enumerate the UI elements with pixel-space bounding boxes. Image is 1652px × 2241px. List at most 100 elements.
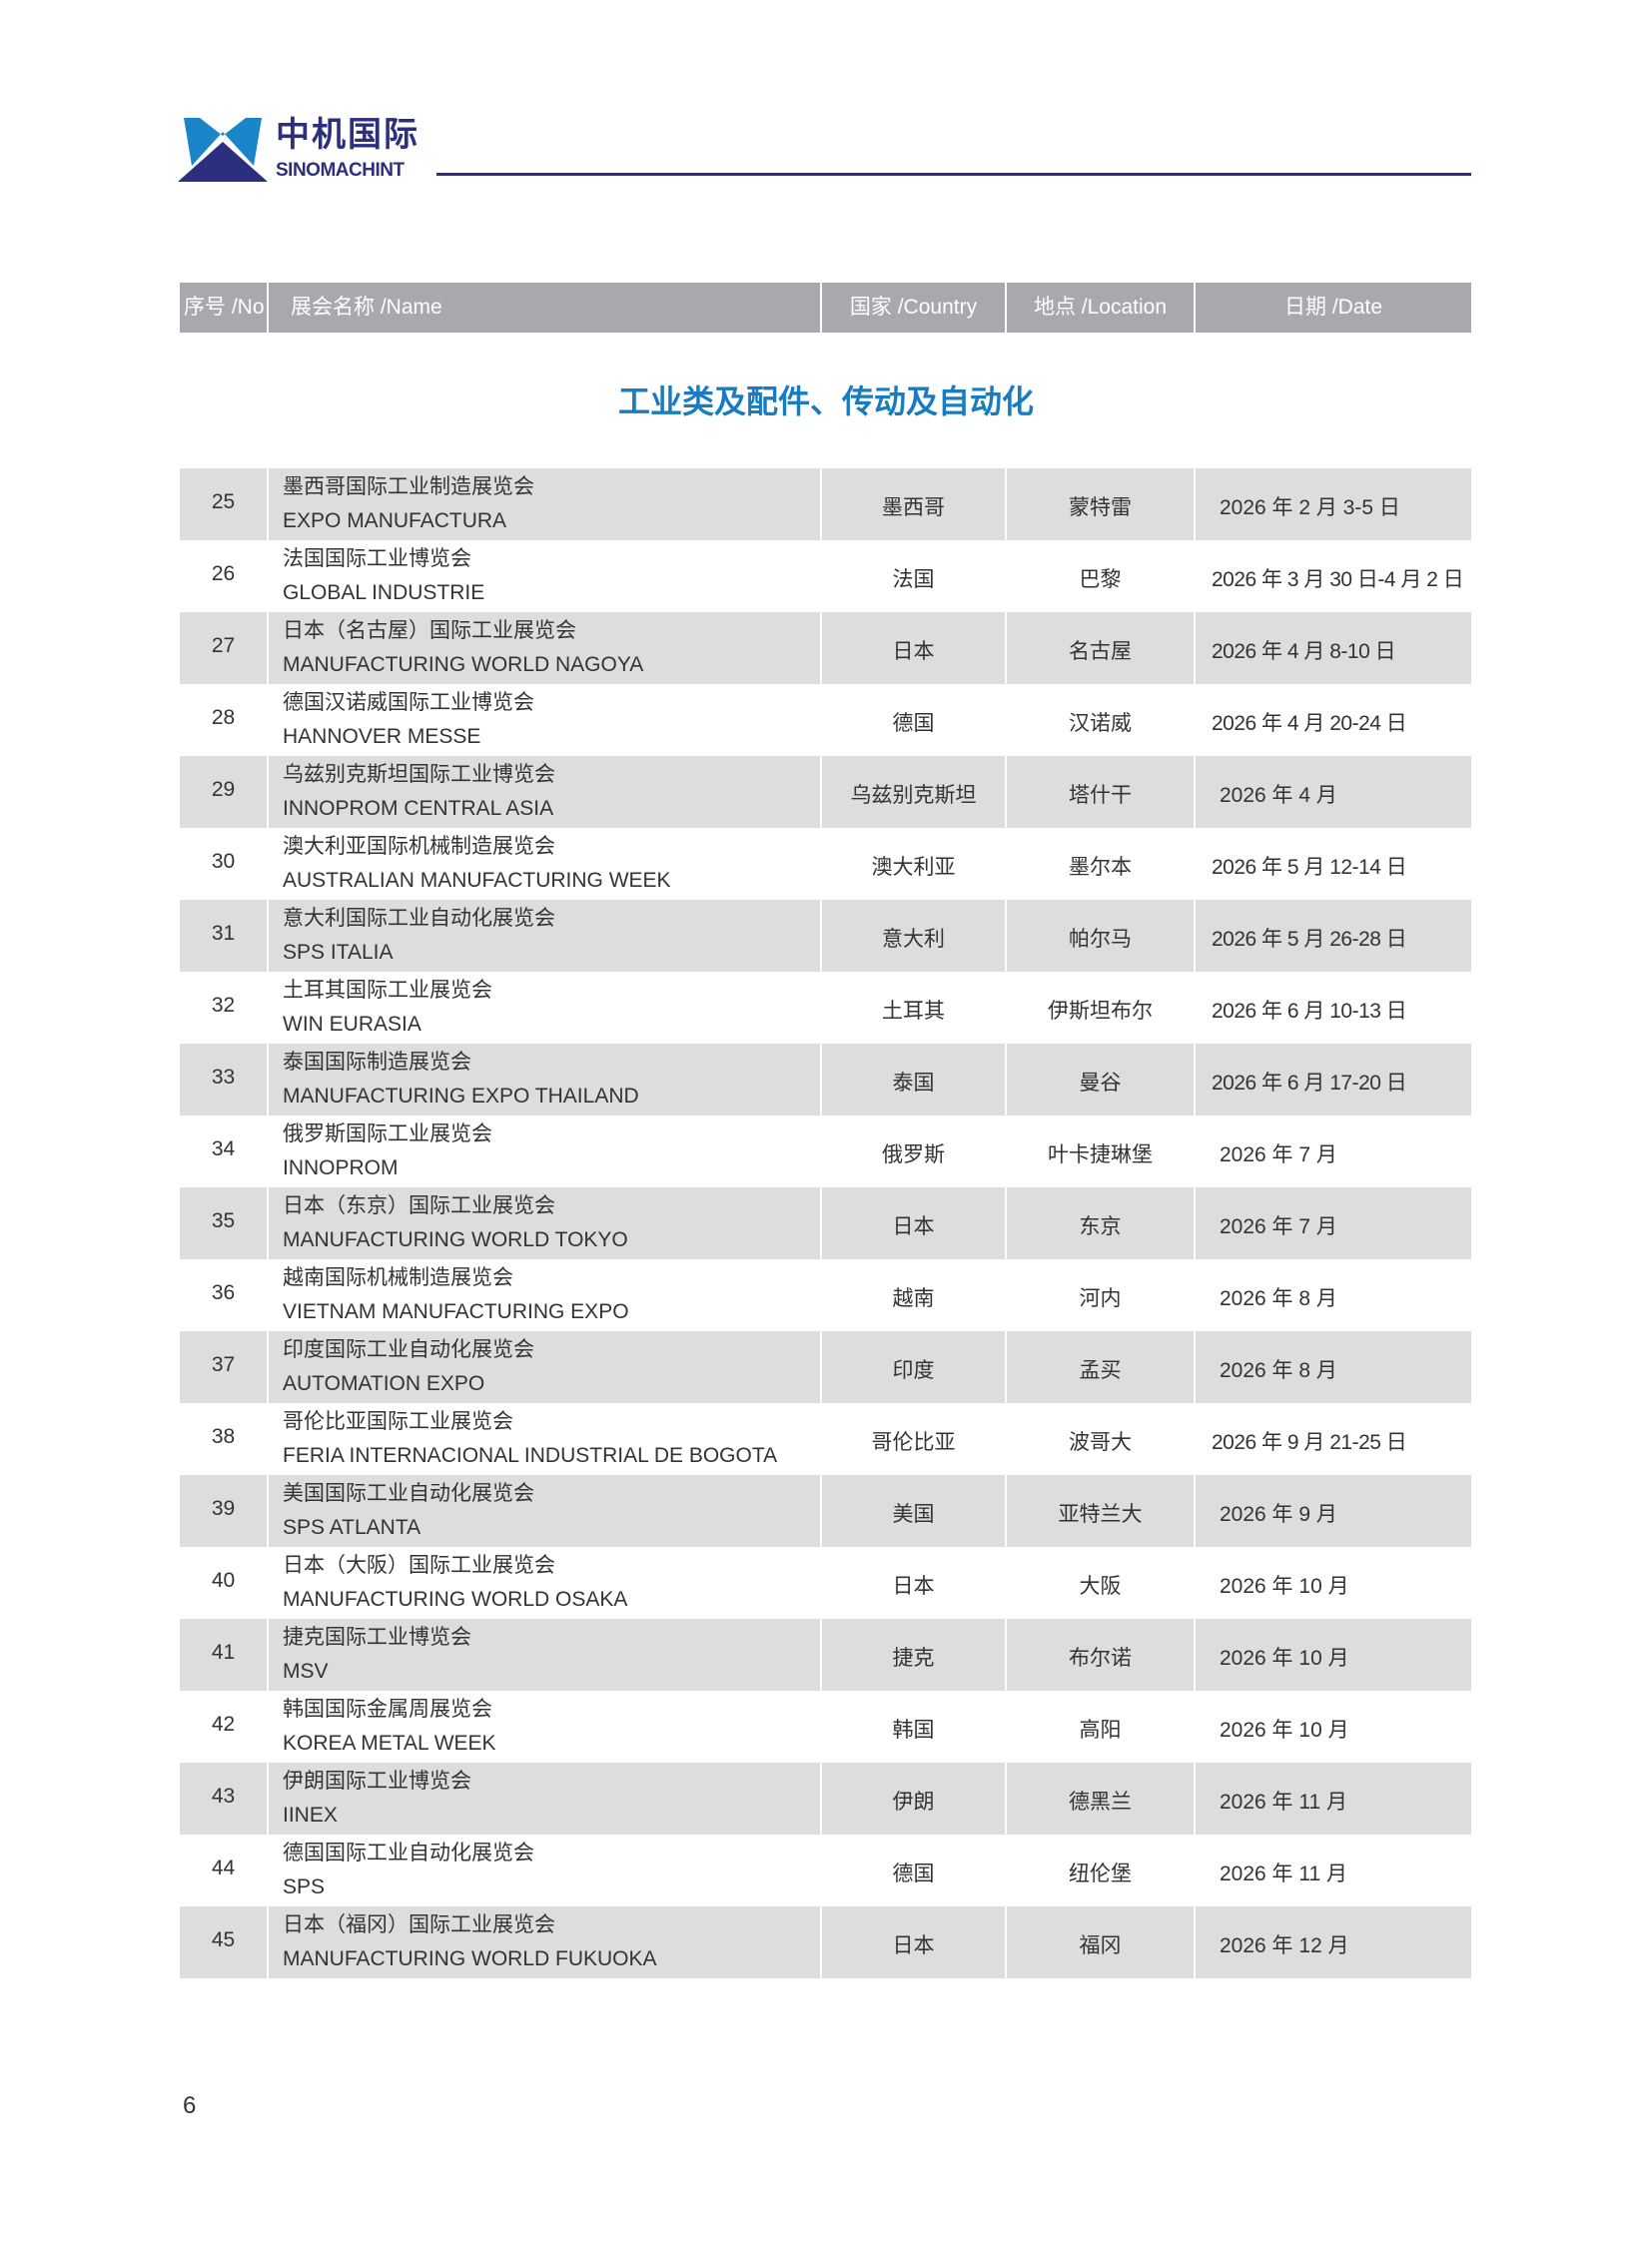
exhibition-name: 德国国际工业自动化展览会 SPS [267,1835,821,1906]
section-title: 工业类及配件、传动及自动化 [617,383,1034,419]
table-row: 39 美国国际工业自动化展览会 SPS ATLANTA 美国 亚特兰大 2026 年 9 … [180,1475,1471,1547]
country: 泰国 [820,1044,1006,1116]
location: 河内 [1005,1259,1195,1331]
date: 2026 年 2 月 3-5 日 [1194,468,1471,540]
table-row: 31 意大利国际工业自动化展览会 SPS ITALIA 意大利 帕尔马 2026 年 5 … [180,900,1471,972]
location: 曼谷 [1005,1044,1195,1116]
date: 2026 年 4 月 [1194,756,1471,828]
column-header-country: 国家 /Country [820,283,1006,333]
date: 2026 年 10 月 [1194,1619,1471,1691]
name-en: HANNOVER MESSE [283,725,481,748]
date: 2026 年 9 月 [1194,1475,1471,1547]
row-number: 37 [180,1331,268,1403]
location: 伊斯坦布尔 [1005,972,1195,1044]
date: 2026 年 12 月 [1194,1906,1471,1978]
column-header-date: 日期 /Date [1194,283,1471,333]
row-number: 41 [180,1619,268,1691]
location: 纽伦堡 [1005,1835,1195,1906]
table-row: 35 日本（东京）国际工业展览会 MANUFACTURING WORLD TOKYO… [180,1187,1471,1259]
location: 墨尔本 [1005,828,1195,900]
table-row: 33 泰国国际制造展览会 MANUFACTURING EXPO THAILAND 泰国… [180,1044,1471,1116]
table-row: 26 法国国际工业博览会 GLOBAL INDUSTRIE 法国 巴黎 2026 年 3 … [180,540,1471,612]
country: 日本 [820,1906,1006,1978]
country: 日本 [820,1547,1006,1619]
location: 塔什干 [1005,756,1195,828]
row-number: 30 [211,850,236,873]
exhibition-name: 伊朗国际工业博览会 IINEX [267,1763,821,1835]
location: 亚特兰大 [1005,1475,1195,1547]
row-number: 25 [180,468,268,540]
name-en: AUSTRALIAN MANUFACTURING WEEK [283,869,671,892]
location: 波哥大 [1005,1403,1195,1475]
exhibition-name: 乌兹别克斯坦国际工业博览会 INNOPROM CENTRAL ASIA [267,756,821,828]
exhibition-table: 25 墨西哥国际工业制造展览会 EXPO MANUFACTURA 墨西哥 蒙特雷 2026… [180,468,1471,1978]
name-en: GLOBAL INDUSTRIE [283,581,485,604]
exhibition-name: 日本（东京）国际工业展览会 MANUFACTURING WORLD TOKYO [267,1187,821,1259]
exhibition-name: 德国汉诺威国际工业博览会 HANNOVER MESSE [267,684,821,756]
exhibition-name: 意大利国际工业自动化展览会 SPS ITALIA [267,900,821,972]
exhibition-name: 日本（福冈）国际工业展览会 MANUFACTURING WORLD FUKUOKA [267,1906,821,1978]
table-row: 28 德国汉诺威国际工业博览会 HANNOVER MESSE 德国 汉诺威 2026 年 … [180,684,1471,756]
table-header: 序号 /No 展会名称 /Name 国家 /Country 地点 /Locati… [180,283,1471,333]
table-row: 25 墨西哥国际工业制造展览会 EXPO MANUFACTURA 墨西哥 蒙特雷 2026… [180,468,1471,540]
row-number: 35 [180,1187,268,1259]
location: 名古屋 [1005,612,1195,684]
location: 帕尔马 [1005,900,1195,972]
table-row: 37 印度国际工业自动化展览会 AUTOMATION EXPO 印度 孟买 2026 年 … [180,1331,1471,1403]
name-en: KOREA METAL WEEK [283,1732,496,1755]
date: 2026 年 8 月 [1194,1331,1471,1403]
location: 高阳 [1005,1691,1195,1763]
exhibition-name: 法国国际工业博览会 GLOBAL INDUSTRIE [267,540,821,612]
row-number: 40 [211,1569,236,1592]
name-cn: 法国国际工业博览会 [283,547,471,570]
date: 2026 年 9 月 21-25 日 [1194,1403,1471,1475]
name-cn: 韩国国际金属周展览会 [283,1698,492,1721]
country: 澳大利亚 [820,828,1006,900]
table-row: 38 哥伦比亚国际工业展览会 FERIA INTERNACIONAL INDUSTR… [180,1403,1471,1475]
name-en: SPS ATLANTA [283,1516,421,1539]
row-number: 33 [180,1044,268,1116]
name-cn: 澳大利亚国际机械制造展览会 [283,835,555,858]
row-number: 43 [180,1763,268,1835]
table-row: 40 日本（大阪）国际工业展览会 MANUFACTURING WORLD OSAKA… [180,1547,1471,1619]
location: 叶卡捷琳堡 [1005,1116,1195,1187]
location: 德黑兰 [1005,1763,1195,1835]
table-row: 27 日本（名古屋）国际工业展览会 MANUFACTURING WORLD NAGO… [180,612,1471,684]
table-row: 44 德国国际工业自动化展览会 SPS 德国 纽伦堡 2026 年 11 月 [180,1835,1471,1906]
name-cn: 伊朗国际工业博览会 [283,1770,471,1793]
location: 布尔诺 [1005,1619,1195,1691]
name-en: MANUFACTURING WORLD TOKYO [283,1228,628,1251]
name-en: MANUFACTURING EXPO THAILAND [283,1085,639,1108]
sinomachint-logo-icon [178,118,268,182]
name-en: IINEX [283,1804,338,1827]
country: 日本 [820,612,1006,684]
name-cn: 日本（东京）国际工业展览会 [283,1194,555,1217]
page-number: 6 [183,2092,197,2119]
name-en: WIN EURASIA [283,1013,421,1036]
exhibition-name: 澳大利亚国际机械制造展览会 AUSTRALIAN MANUFACTURING WE… [267,828,821,900]
exhibition-name: 泰国国际制造展览会 MANUFACTURING EXPO THAILAND [267,1044,821,1116]
country: 伊朗 [820,1763,1006,1835]
name-cn: 印度国际工业自动化展览会 [283,1338,534,1361]
country: 法国 [820,540,1006,612]
location: 孟买 [1005,1331,1195,1403]
name-cn: 德国国际工业自动化展览会 [283,1842,534,1865]
name-en: VIETNAM MANUFACTURING EXPO [283,1300,629,1323]
name-cn: 越南国际机械制造展览会 [283,1266,513,1289]
date: 2026 年 11 月 [1194,1835,1471,1906]
exhibition-name: 哥伦比亚国际工业展览会 FERIA INTERNACIONAL INDUSTRIA… [267,1403,821,1475]
date: 2026 年 7 月 [1194,1187,1471,1259]
row-number: 39 [180,1475,268,1547]
country: 土耳其 [820,972,1006,1044]
location: 汉诺威 [1005,684,1195,756]
name-en: EXPO MANUFACTURA [283,509,507,532]
row-number: 44 [211,1857,236,1879]
country: 印度 [820,1331,1006,1403]
name-cn: 哥伦比亚国际工业展览会 [283,1410,513,1433]
name-en: SPS [283,1875,326,1898]
name-en: MANUFACTURING WORLD NAGOYA [283,653,644,676]
table-row: 43 伊朗国际工业博览会 IINEX 伊朗 德黑兰 2026 年 11 月 [180,1763,1471,1835]
row-number: 29 [180,756,268,828]
location: 大阪 [1005,1547,1195,1619]
name-cn: 德国汉诺威国际工业博览会 [283,691,534,714]
